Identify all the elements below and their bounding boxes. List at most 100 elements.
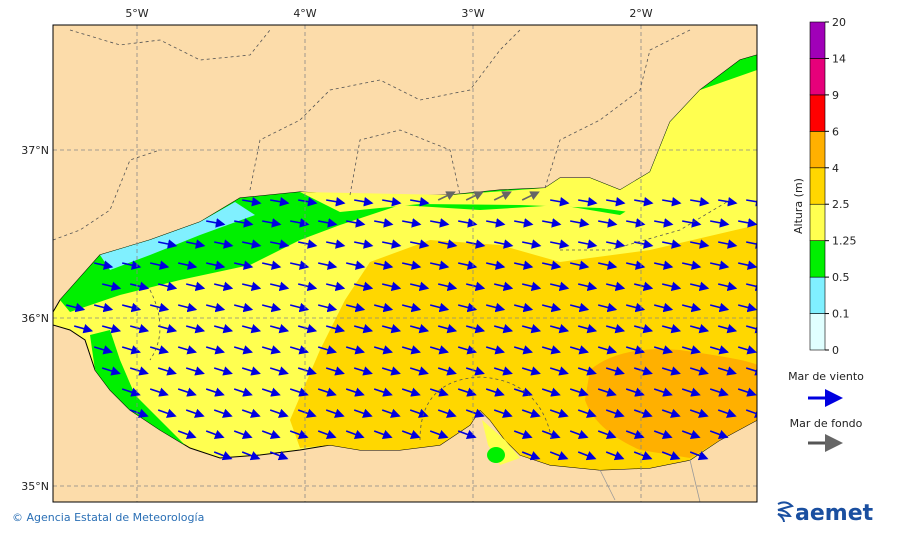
wind-vector [661, 408, 681, 418]
lon-label: 2°W [629, 7, 652, 20]
wind-vector [521, 324, 542, 334]
colorbar-label: 14 [832, 52, 846, 65]
wind-vector [746, 281, 757, 292]
wind-vector [485, 345, 505, 355]
wind-vector [269, 451, 289, 461]
wind-vector [681, 345, 701, 355]
wind-vector [185, 408, 205, 418]
south-green [90, 330, 185, 445]
wind-vector [494, 239, 514, 249]
wind-vector [354, 281, 374, 292]
wind-vector [485, 302, 506, 313]
wind-vector [522, 281, 542, 292]
arrows [65, 191, 757, 461]
wind-vector [521, 451, 541, 461]
wind-vector [709, 429, 729, 439]
wind-vector [297, 408, 317, 418]
wind-vector [401, 429, 421, 439]
wind-vector [718, 281, 738, 292]
wind-vector [353, 408, 373, 418]
wind-vector [409, 408, 429, 418]
wind-vector [186, 239, 206, 249]
wind-vector [597, 429, 617, 439]
wind-vector [605, 408, 625, 418]
wind-vector [746, 196, 757, 207]
wind-vector [541, 345, 561, 355]
wind-vector [661, 324, 682, 334]
wind-vector [542, 260, 562, 270]
wind-vector [597, 302, 618, 313]
wind-vector [718, 239, 738, 249]
wind-vector [430, 260, 450, 270]
wind-vector [354, 239, 374, 249]
wind-vector [662, 239, 682, 249]
wind-vector [346, 260, 366, 270]
wind-vector [326, 196, 346, 207]
wind-vector [690, 196, 710, 207]
wind-vector [466, 281, 486, 292]
wind-vector [205, 345, 225, 355]
wind-vector [353, 366, 373, 376]
map-frame [52, 24, 758, 503]
wind-vector [262, 218, 282, 228]
wind-vector [269, 366, 289, 376]
wind-vector [541, 387, 561, 397]
wind-vector [374, 218, 394, 228]
colorbar-label: 6 [832, 125, 839, 138]
wind-vector [682, 218, 702, 228]
wind-vector [745, 408, 757, 418]
wind-vector [513, 302, 534, 313]
wind-vector [325, 408, 345, 418]
lon-label: 5°W [125, 7, 148, 20]
wind-vector [234, 218, 254, 228]
wind-vector [402, 260, 422, 270]
colorbar-label: 0.5 [832, 271, 850, 284]
wind-label: Mar de viento [788, 370, 864, 383]
wind-vector [738, 260, 757, 270]
wind-vector [578, 196, 598, 207]
legend-title: Altura (m) [792, 178, 805, 234]
wind-vector [177, 387, 197, 397]
wind-vector [578, 281, 598, 292]
wind-vector [206, 260, 226, 270]
orange-core [585, 349, 757, 458]
wind-vector [213, 408, 233, 418]
colorbar-label: 9 [832, 89, 839, 102]
wind-vector [214, 281, 234, 292]
wind-vector [233, 429, 253, 439]
wind-vector [437, 366, 457, 376]
wind-vector [438, 281, 458, 292]
wind-vector [605, 324, 626, 334]
wind-vector [493, 324, 514, 334]
land-borders [599, 459, 701, 502]
swell-label: Mar de fondo [790, 417, 863, 430]
wind-vector [737, 345, 757, 355]
wind-vector [549, 324, 570, 334]
wind-vector [514, 218, 534, 228]
swell-vector [493, 191, 512, 201]
wind-vector [633, 366, 653, 376]
wind-vector [289, 345, 309, 355]
colorbar-label: 4 [832, 162, 839, 175]
wind-vector [150, 260, 170, 270]
alboran-yellow [482, 420, 520, 465]
wind-vector [521, 408, 541, 418]
wind-vector [409, 366, 429, 376]
wind-vector [149, 302, 170, 313]
wind-vector [410, 239, 430, 249]
wind-vector [541, 302, 562, 313]
wind-vector [605, 451, 625, 461]
wind-vector [185, 366, 205, 376]
wind-vector [653, 387, 673, 397]
wind-vector [709, 387, 729, 397]
wind-vector [577, 408, 597, 418]
wind-vector [661, 366, 681, 376]
wind-vector [129, 408, 149, 418]
lat-label: 37°N [21, 144, 49, 157]
wind-vector [709, 345, 729, 355]
wind-vector [737, 387, 757, 397]
wind-vector [205, 387, 225, 397]
wind-vector [521, 366, 541, 376]
wind-vector [550, 239, 570, 249]
wind-vector [485, 387, 505, 397]
